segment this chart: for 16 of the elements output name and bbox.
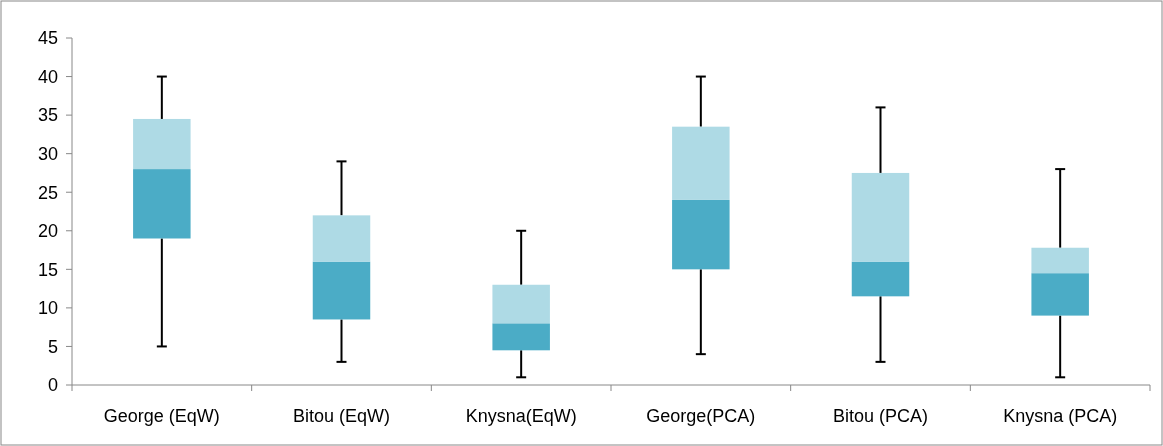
- x-tick-label: Bitou (EqW): [292, 406, 391, 426]
- x-tick-label: Bitou (PCA): [832, 406, 929, 426]
- y-tick-label: 25: [37, 182, 58, 203]
- x-tick-label: George(PCA): [646, 406, 756, 426]
- y-tick-label: 45: [37, 28, 58, 49]
- x-tick-label: Knysna (PCA): [1003, 406, 1118, 426]
- y-tick-label: 35: [37, 105, 58, 126]
- x-tick-label: George (EqW): [103, 406, 220, 426]
- y-tick-label: 30: [37, 143, 58, 164]
- y-tick-label: 10: [37, 298, 58, 319]
- y-tick-label: 15: [37, 259, 58, 280]
- y-tick-label: 40: [37, 66, 58, 87]
- y-tick-label: 20: [37, 221, 58, 242]
- y-tick-label: 0: [47, 375, 58, 396]
- y-tick-label: 5: [47, 336, 58, 357]
- x-tick-label: Knysna(EqW): [465, 406, 577, 426]
